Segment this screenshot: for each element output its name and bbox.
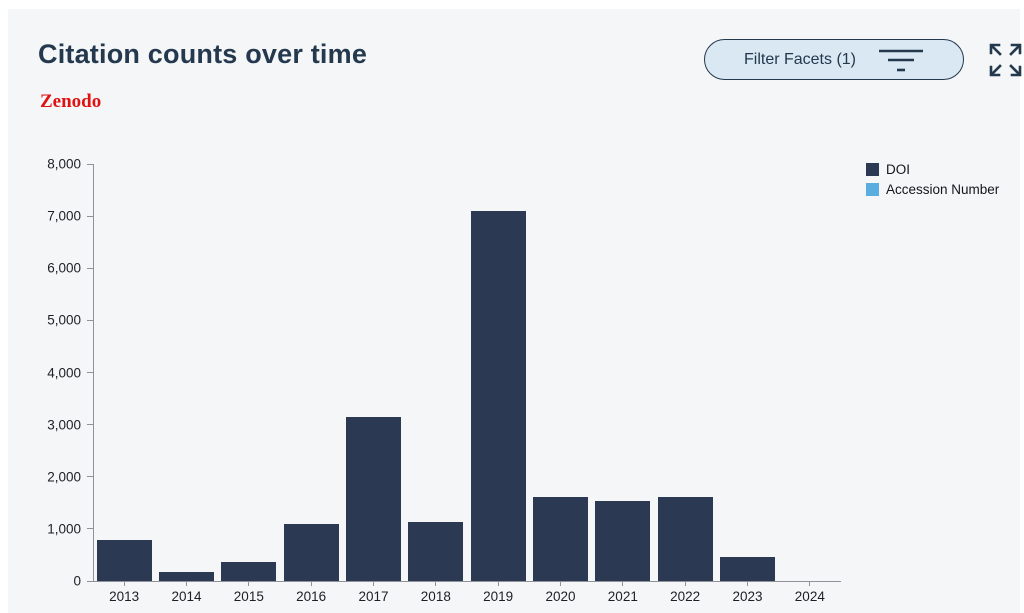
legend-label: Accession Number	[886, 182, 1000, 197]
x-axis-tick-label: 2023	[732, 589, 763, 604]
page-title: Citation counts over time	[38, 39, 368, 69]
source-label: Zenodo	[40, 91, 102, 112]
y-axis-tick-label: 6,000	[47, 260, 81, 276]
y-axis-tick	[87, 267, 93, 269]
x-axis-tick	[186, 581, 187, 586]
y-axis-tick-label: 0	[73, 573, 81, 589]
bar-doi-2017[interactable]	[346, 417, 401, 581]
x-axis-tick-label: 2022	[670, 589, 701, 604]
bar-doi-2016[interactable]	[283, 523, 339, 581]
y-axis-tick-label: 5,000	[47, 312, 81, 328]
bar-doi-2022[interactable]	[657, 496, 713, 581]
x-axis-tick	[123, 581, 125, 586]
y-axis-tick-label: 3,000	[47, 417, 81, 433]
bar-doi-2013[interactable]	[96, 539, 152, 581]
x-axis	[93, 581, 841, 582]
legend-swatch	[866, 183, 879, 196]
x-axis-tick	[622, 581, 624, 586]
y-axis-tick	[87, 319, 93, 321]
chart-legend: DOI Accession Number	[866, 162, 999, 197]
bar-doi-2023[interactable]	[720, 556, 775, 581]
x-axis-tick-label: 2021	[607, 589, 638, 604]
x-axis-tick-label: 2024	[794, 589, 825, 604]
bar-doi-2018[interactable]	[408, 521, 464, 581]
filter-icon	[878, 46, 924, 74]
x-axis-tick-label: 2020	[545, 589, 576, 604]
y-axis-tick	[87, 580, 93, 582]
x-axis-tick-label: 2015	[233, 589, 264, 604]
legend-swatch	[866, 163, 879, 176]
y-axis-tick-label: 1,000	[47, 521, 81, 537]
y-axis-tick	[87, 215, 93, 217]
x-axis-tick	[248, 581, 250, 586]
y-axis-tick-label: 4,000	[47, 365, 81, 380]
filter-facets-label: Filter Facets (1)	[743, 50, 856, 68]
x-axis-tick	[684, 581, 686, 586]
bar-doi-2015[interactable]	[221, 561, 277, 581]
x-axis-tick	[310, 581, 312, 586]
y-axis-tick	[87, 424, 93, 426]
bar-doi-2014[interactable]	[159, 571, 214, 581]
y-axis-tick	[87, 528, 93, 530]
x-axis-tick-label: 2017	[358, 589, 389, 604]
x-axis-tick	[747, 581, 748, 586]
bar-chart: 0 1,000 2,000 3,000 4,000 5,000 6,000 7,000 8,00…	[47, 157, 841, 604]
x-axis-tick-label: 2019	[483, 589, 514, 604]
filter-facets-button[interactable]: Filter Facets (1)	[704, 39, 964, 80]
bar-doi-2019[interactable]	[470, 210, 526, 581]
x-axis-tick	[560, 581, 561, 586]
y-axis-tick-label: 8,000	[47, 156, 81, 172]
y-axis-tick-label: 2,000	[47, 469, 81, 485]
x-axis-tick	[435, 581, 437, 586]
y-axis-tick	[87, 372, 93, 373]
y-axis	[93, 164, 94, 581]
x-axis-tick	[497, 581, 499, 586]
x-axis-tick-label: 2013	[109, 589, 140, 604]
x-axis-tick	[373, 581, 374, 586]
legend-label: DOI	[886, 162, 911, 177]
y-axis-tick	[87, 476, 93, 478]
x-axis-tick-label: 2018	[420, 589, 451, 604]
legend-item-doi[interactable]: DOI	[866, 162, 999, 177]
bar-doi-2021[interactable]	[595, 500, 651, 581]
expand-arrows-icon	[989, 43, 1022, 77]
y-axis-tick-label: 7,000	[47, 208, 81, 224]
x-axis-tick-label: 2014	[171, 589, 202, 604]
chart-panel: Citation counts over time Zenodo Filter …	[8, 9, 1022, 613]
y-axis-tick	[87, 163, 93, 165]
x-axis-tick-label: 2016	[296, 589, 327, 604]
bar-doi-2020[interactable]	[533, 496, 588, 581]
legend-item-accession-number[interactable]: Accession Number	[866, 182, 999, 197]
expand-fullscreen-button[interactable]	[988, 42, 1022, 78]
x-axis-tick	[809, 581, 811, 586]
